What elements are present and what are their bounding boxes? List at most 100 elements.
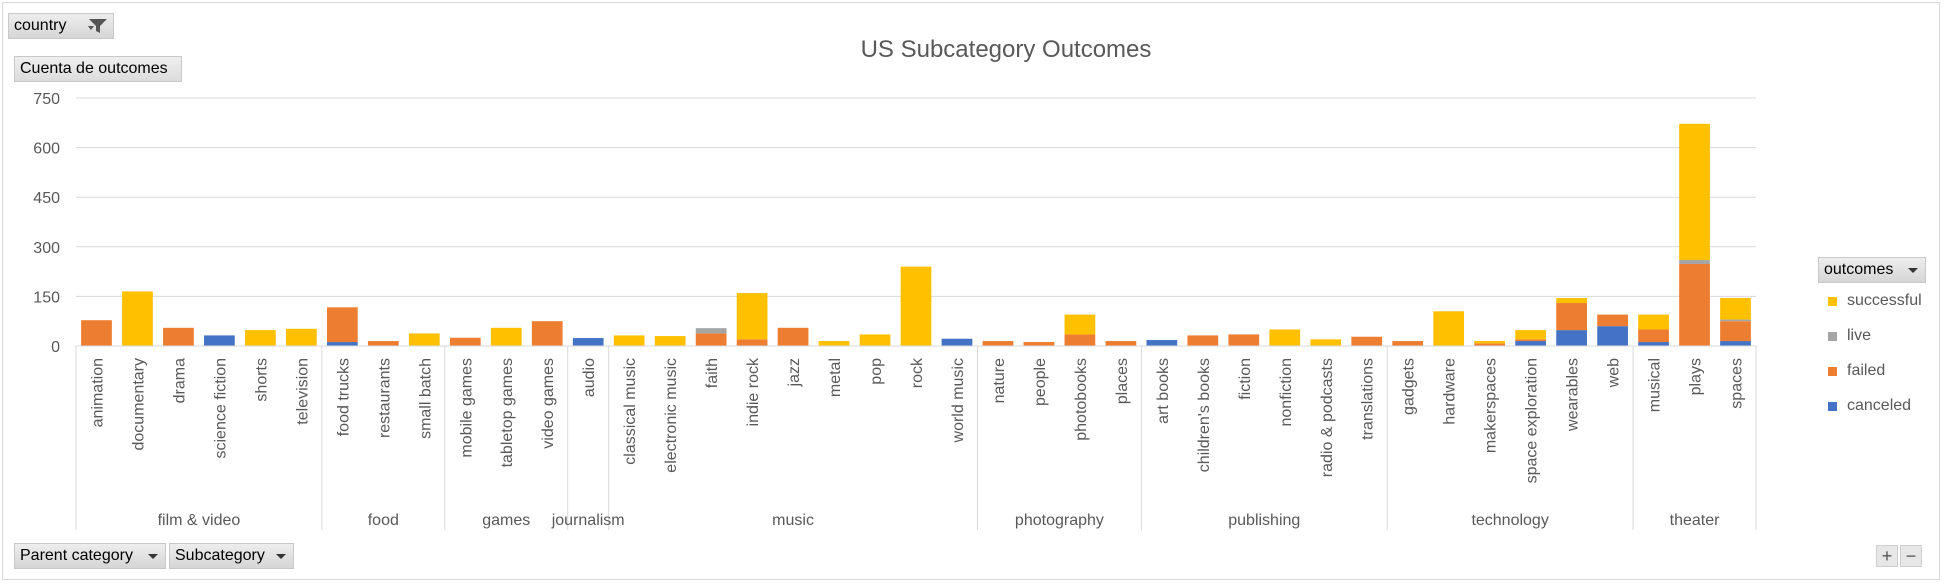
x-tick-label: places	[1114, 358, 1131, 404]
bar-failed-wearables	[1556, 303, 1587, 331]
group-label: publishing	[1228, 512, 1300, 529]
collapse-button[interactable]: −	[1900, 545, 1922, 567]
x-tick-label: musical	[1647, 358, 1664, 412]
legend-label-canceled: canceled	[1847, 397, 1912, 414]
bar-canceled-art-books	[1146, 340, 1178, 346]
x-tick-label: faith	[704, 358, 721, 388]
bar-successful-rock	[900, 266, 932, 346]
group-label: games	[482, 512, 530, 529]
bar-successful-metal	[818, 341, 850, 346]
y-tick-label: 150	[33, 289, 60, 306]
x-tick-label: makerspaces	[1483, 358, 1500, 453]
x-tick-label: animation	[89, 358, 106, 427]
bar-failed-fiction	[1228, 334, 1260, 346]
bar-failed-indie-rock	[736, 339, 768, 346]
bar-live-plays	[1679, 260, 1710, 264]
group-label: photography	[1015, 512, 1104, 529]
x-tick-label: pop	[868, 358, 885, 385]
legend-item-canceled: canceled	[1828, 397, 1911, 415]
subcategory-field-label: Subcategory	[175, 547, 265, 564]
expand-button[interactable]: +	[1876, 545, 1898, 567]
legend-swatch-live	[1828, 331, 1837, 341]
x-tick-label: shorts	[253, 358, 270, 402]
values-field-button[interactable]: Cuenta de outcomes	[14, 56, 182, 82]
x-tick-label: food trucks	[335, 358, 352, 436]
x-tick-label: rock	[909, 357, 926, 388]
x-tick-label: audio	[581, 358, 598, 397]
group-label: film & video	[158, 512, 241, 529]
bar-successful-shorts	[245, 330, 276, 346]
parent-category-field-button[interactable]: Parent category	[14, 543, 166, 569]
bar-successful-space-exploration	[1515, 330, 1546, 340]
bar-failed-faith	[695, 333, 727, 346]
legend-item-successful: successful	[1828, 292, 1922, 310]
bar-canceled-audio	[572, 338, 604, 346]
x-tick-label: photobooks	[1073, 358, 1090, 441]
legend-label-successful: successful	[1847, 292, 1922, 309]
legend-swatch-successful	[1828, 296, 1837, 306]
bar-successful-indie-rock	[736, 293, 768, 340]
y-tick-label: 750	[33, 91, 60, 108]
y-tick-label: 450	[33, 190, 60, 207]
bar-live-faith	[695, 328, 727, 334]
x-tick-label: nonfiction	[1278, 358, 1295, 427]
bar-successful-electronic-music	[654, 336, 686, 346]
legend-swatch-canceled	[1828, 401, 1837, 411]
x-tick-label: drama	[171, 358, 188, 403]
bar-failed-people	[1023, 342, 1055, 346]
bar-failed-gadgets	[1392, 341, 1424, 346]
bar-successful-nonfiction	[1269, 329, 1301, 346]
bar-canceled-space-exploration	[1515, 341, 1546, 346]
bar-successful-makerspaces	[1474, 341, 1506, 344]
bar-failed-video-games	[531, 321, 563, 346]
bar-successful-wearables	[1556, 298, 1587, 304]
legend-label-live: live	[1847, 327, 1872, 344]
x-tick-label: translations	[1360, 358, 1377, 440]
bar-failed-mobile-games	[449, 337, 481, 346]
bar-successful-spaces	[1720, 298, 1751, 320]
legend-field-button[interactable]: outcomes	[1818, 257, 1926, 283]
chevron-down-icon	[148, 554, 158, 559]
bar-successful-classical-music	[613, 335, 645, 346]
x-tick-label: restaurants	[376, 358, 393, 438]
x-tick-label: wearables	[1565, 358, 1582, 432]
y-tick-label: 0	[51, 339, 60, 356]
bar-failed-children-s-books	[1187, 335, 1219, 346]
x-tick-label: electronic music	[663, 358, 680, 473]
subcategory-field-button[interactable]: Subcategory	[169, 543, 294, 569]
x-tick-label: nature	[991, 358, 1008, 403]
country-filter-button[interactable]: country	[8, 13, 114, 39]
bar-failed-spaces	[1720, 321, 1751, 342]
group-label: food	[368, 512, 399, 529]
chevron-down-icon	[276, 554, 286, 559]
x-tick-label: classical music	[622, 358, 639, 465]
x-tick-label: radio & podcasts	[1319, 358, 1336, 477]
bar-successful-plays	[1679, 123, 1710, 261]
x-tick-label: small batch	[417, 358, 434, 439]
group-label: music	[772, 512, 814, 529]
bar-successful-radio-podcasts	[1310, 339, 1342, 346]
parent-category-field-label: Parent category	[20, 547, 133, 564]
filter-funnel-icon	[88, 19, 107, 33]
country-filter-label: country	[14, 17, 67, 34]
legend-swatch-failed	[1828, 366, 1837, 376]
x-tick-label: video games	[540, 358, 557, 449]
group-label: journalism	[551, 512, 625, 529]
x-tick-label: web	[1606, 358, 1623, 388]
bar-failed-animation	[81, 320, 112, 346]
bar-canceled-food-trucks	[326, 342, 358, 346]
x-tick-label: world music	[950, 358, 967, 443]
x-tick-label: children's books	[1196, 358, 1213, 472]
chevron-down-icon	[1908, 268, 1918, 273]
x-tick-label: tabletop games	[499, 358, 516, 467]
bar-failed-restaurants	[367, 341, 399, 346]
bar-failed-space-exploration	[1515, 339, 1546, 342]
legend-item-live: live	[1828, 327, 1871, 345]
bar-canceled-spaces	[1720, 341, 1751, 346]
x-tick-label: science fiction	[212, 358, 229, 459]
bar-successful-musical	[1638, 314, 1669, 330]
bar-failed-places	[1105, 341, 1137, 346]
bar-failed-plays	[1679, 263, 1710, 346]
bar-successful-tabletop-games	[490, 327, 522, 346]
